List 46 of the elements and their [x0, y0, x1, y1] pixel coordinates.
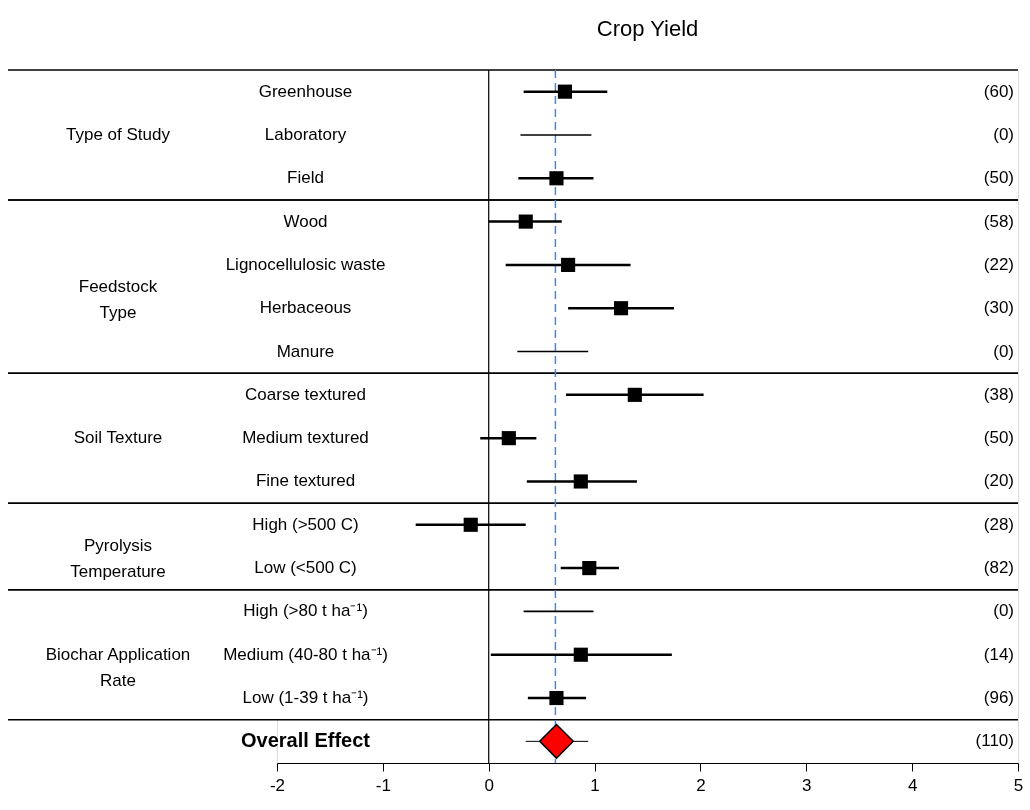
y-tick-label: Field	[287, 168, 324, 188]
chart-title: Crop Yield	[596, 16, 699, 42]
band-label: Biochar Application Rate	[45, 644, 191, 690]
band-label: Type of Study	[66, 124, 171, 144]
y-tick-label: Medium (40-80 t ha⁻¹)	[223, 644, 388, 664]
annotation: (0)	[993, 601, 1014, 621]
annotation: (96)	[983, 688, 1014, 708]
y-tick-label: Herbaceous	[259, 298, 352, 318]
annotation: (22)	[983, 254, 1014, 274]
annotation: (58)	[983, 211, 1014, 231]
x-tick-label: -2	[269, 775, 286, 795]
y-tick-label: Low (1-39 t ha⁻¹)	[242, 688, 369, 708]
annotation: (14)	[983, 644, 1014, 664]
annotation: (28)	[983, 514, 1014, 534]
band-label: Feedstock Type	[78, 276, 158, 322]
y-tick-label: Greenhouse	[258, 81, 353, 101]
y-tick-label: Medium textured	[242, 428, 369, 448]
x-tick-label: 5	[1013, 775, 1024, 795]
y-tick-label: Low (<500 C)	[254, 558, 357, 578]
y-tick-label: Lignocellulosic waste	[225, 254, 386, 274]
y-tick-label: Overall Effect	[241, 729, 371, 752]
x-tick-label: -1	[375, 775, 391, 795]
y-tick-label: High (>500 C)	[252, 514, 359, 534]
annotation: (82)	[983, 558, 1014, 578]
y-tick-label: Manure	[276, 341, 335, 361]
annotation: (50)	[983, 168, 1014, 188]
annotation: (110)	[975, 731, 1014, 751]
y-tick-label: Wood	[283, 211, 328, 231]
x-tick-label: 3	[802, 775, 812, 795]
x-tick-label: 2	[696, 775, 706, 795]
annotation: (38)	[983, 384, 1014, 404]
band-label: Soil Texture	[73, 428, 163, 448]
y-tick-label: High (>80 t ha⁻¹)	[243, 601, 368, 621]
x-tick-label: 1	[590, 775, 600, 795]
band-label: Pyrolysis Temperature	[70, 536, 166, 582]
x-tick-label: 0	[484, 775, 494, 795]
y-tick-label: Laboratory	[264, 124, 347, 144]
annotation: (0)	[993, 124, 1014, 144]
annotation: (0)	[993, 341, 1014, 361]
annotation: (50)	[983, 428, 1014, 448]
annotation: (20)	[983, 471, 1014, 491]
annotation: (60)	[983, 81, 1014, 101]
y-tick-label: Coarse textured	[245, 384, 366, 404]
annotation: (30)	[983, 298, 1014, 318]
x-tick-label: 4	[907, 775, 918, 795]
y-tick-label: Fine textured	[255, 471, 356, 491]
